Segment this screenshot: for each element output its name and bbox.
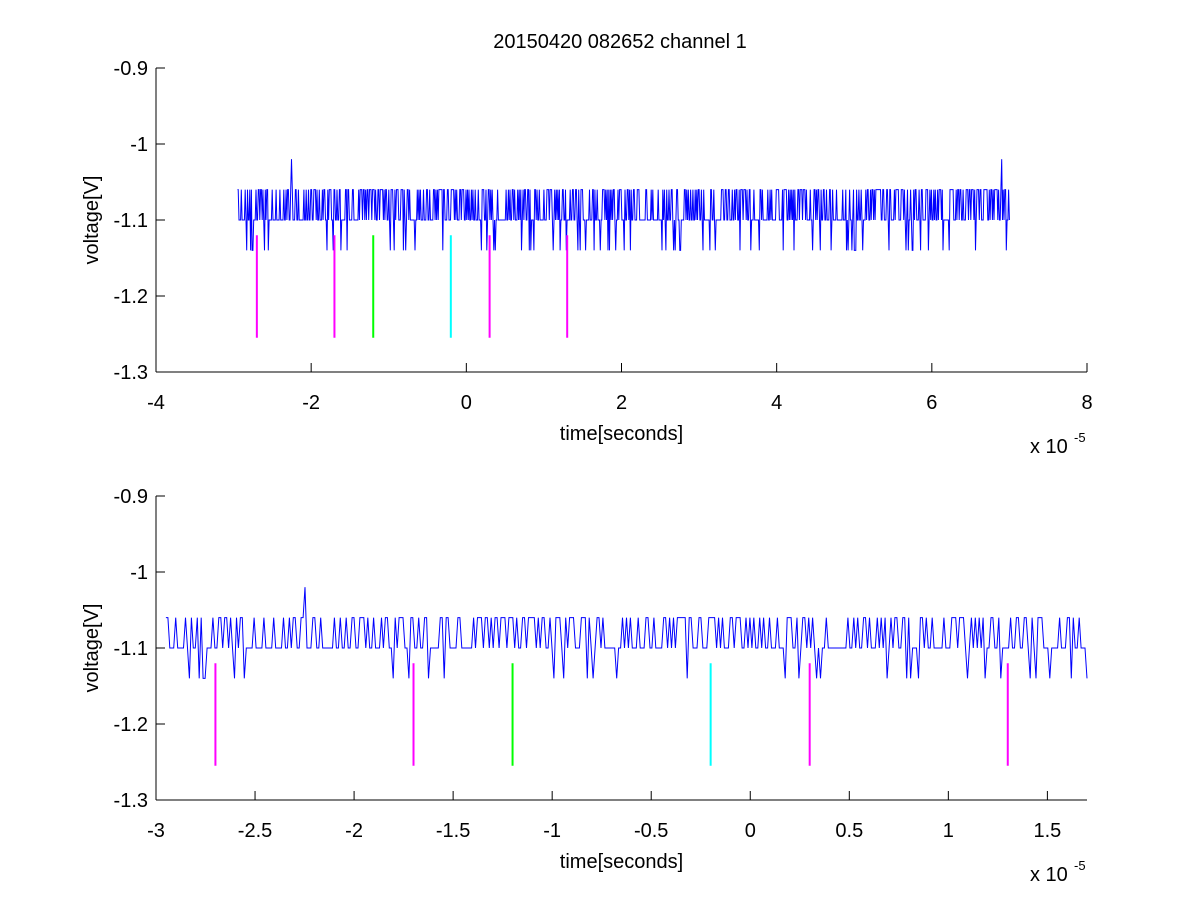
x-tick-label: 1.5 xyxy=(1033,820,1061,842)
x-tick-label: -2.5 xyxy=(238,820,272,842)
y-axis-label: voltage[V] xyxy=(81,604,103,693)
y-tick-label: -1.1 xyxy=(114,210,148,232)
y-tick-label: -0.9 xyxy=(114,486,148,508)
x-tick-label: -1.5 xyxy=(436,820,470,842)
bottom-subplot: -0.9 -1 -1.1 -1.2 -1.3 -3 -2.5 -2 -1.5 -1 -0.5 0 0.5… xyxy=(81,486,1088,886)
y-tick-label: -1.1 xyxy=(114,638,148,660)
y-tick-label: -1 xyxy=(130,562,148,584)
y-tick-label: -0.9 xyxy=(114,58,148,80)
y-tick-label: -1.3 xyxy=(114,362,148,384)
x-tick-label: -2 xyxy=(302,392,320,414)
x-tick-label: 4 xyxy=(771,392,782,414)
x-tick-label: -0.5 xyxy=(634,820,668,842)
x-axis-label: time[seconds] xyxy=(560,423,683,445)
signal-series-line xyxy=(237,159,1010,251)
x-tick-label: 2 xyxy=(616,392,627,414)
x-tick-label: -2 xyxy=(345,820,363,842)
x-tick-label: 8 xyxy=(1081,392,1092,414)
y-tick-label: -1.3 xyxy=(114,790,148,812)
y-tick-label: -1.2 xyxy=(114,286,148,308)
top-subplot: -0.9 -1 -1.1 -1.2 -1.3 -4 -2 0 2 4 6 8 time[seconds]… xyxy=(81,58,1093,458)
x-tick-label: 1 xyxy=(943,820,954,842)
x-exponent-label: x 10 xyxy=(1030,864,1068,886)
y-axis-label: voltage[V] xyxy=(81,176,103,265)
x-tick-label: 0.5 xyxy=(835,820,863,842)
x-tick-label: 0 xyxy=(745,820,756,842)
y-tick-label: -1 xyxy=(130,134,148,156)
x-exponent-power: -5 xyxy=(1074,858,1086,873)
figure-title: 20150420 082652 channel 1 xyxy=(493,31,747,53)
x-tick-label: -1 xyxy=(543,820,561,842)
signal-series-line xyxy=(165,587,1088,679)
x-tick-label: -3 xyxy=(147,820,165,842)
x-tick-label: 0 xyxy=(461,392,472,414)
y-tick-label: -1.2 xyxy=(114,714,148,736)
x-exponent-label: x 10 xyxy=(1030,436,1068,458)
x-tick-label: 6 xyxy=(926,392,937,414)
x-exponent-power: -5 xyxy=(1074,430,1086,445)
x-tick-label: -4 xyxy=(147,392,165,414)
x-axis-label: time[seconds] xyxy=(560,851,683,873)
